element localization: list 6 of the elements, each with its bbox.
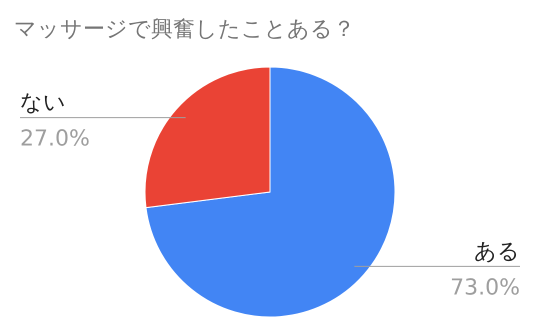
data-label: 73.0%	[450, 275, 520, 300]
pie-slice	[145, 66, 396, 318]
data-label: 27.0%	[20, 126, 90, 152]
slice-label: ある	[474, 239, 520, 264]
slice-label: ない	[20, 90, 66, 116]
chart-title: マッサージで興奮したことある？	[14, 17, 355, 42]
